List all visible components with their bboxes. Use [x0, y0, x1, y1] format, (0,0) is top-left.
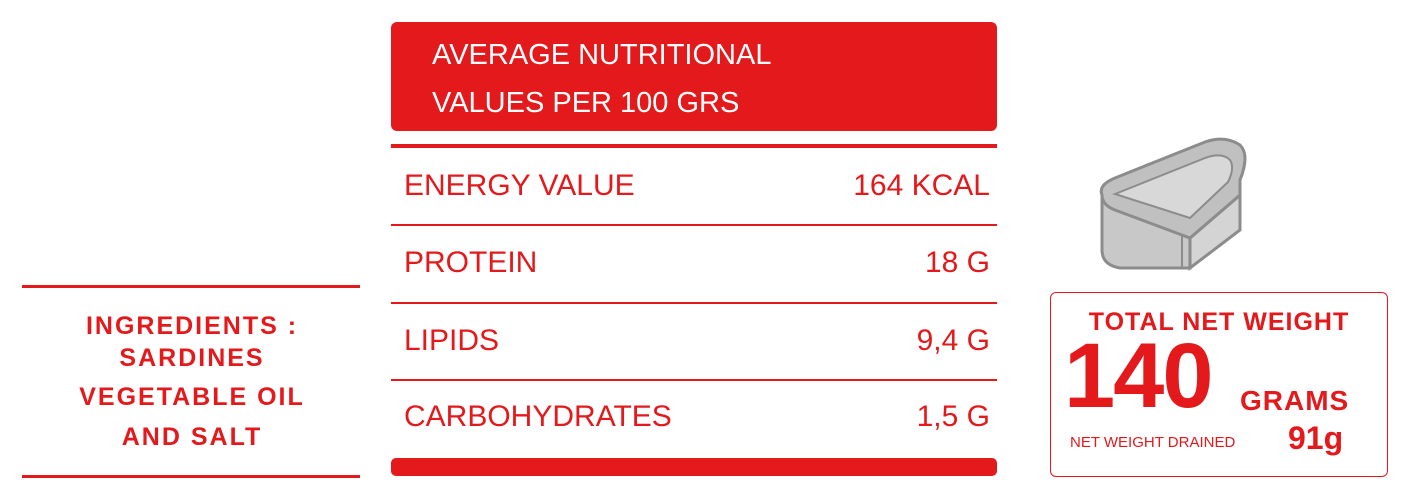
row-value: 18 G	[924, 246, 990, 279]
table-title: AVERAGE NUTRITIONAL	[432, 39, 772, 71]
ingredients-line: SARDINES	[119, 344, 265, 372]
weight-amount: 140	[1064, 325, 1213, 427]
drained-value: 91g	[1288, 420, 1344, 456]
table-footer	[391, 458, 997, 476]
ingredients-line: VEGETABLE OIL	[79, 383, 305, 411]
divider	[391, 379, 997, 381]
can-icon	[1099, 137, 1247, 272]
drained-label: NET WEIGHT DRAINED	[1070, 434, 1236, 451]
divider	[391, 302, 997, 304]
row-label: CARBOHYDRATES	[404, 400, 672, 433]
row-label: ENERGY VALUE	[404, 169, 635, 202]
divider	[391, 144, 997, 148]
row-value: 1,5 G	[916, 400, 990, 433]
weight-box	[1050, 292, 1388, 477]
table-header	[391, 22, 997, 131]
row-value: 9,4 G	[916, 324, 990, 357]
ingredients-line: AND SALT	[121, 423, 263, 451]
weight-label: TOTAL NET WEIGHT	[1088, 308, 1350, 336]
divider	[22, 285, 360, 288]
row-value: 164 KCAL	[853, 169, 990, 202]
weight-unit: GRAMS	[1240, 385, 1350, 416]
row-label: LIPIDS	[404, 324, 500, 357]
divider	[391, 224, 997, 226]
ingredients-line: INGREDIENTS :	[85, 312, 299, 340]
table-title: VALUES PER 100 GRS	[432, 87, 740, 119]
row-label: PROTEIN	[404, 246, 538, 279]
divider	[22, 475, 360, 478]
